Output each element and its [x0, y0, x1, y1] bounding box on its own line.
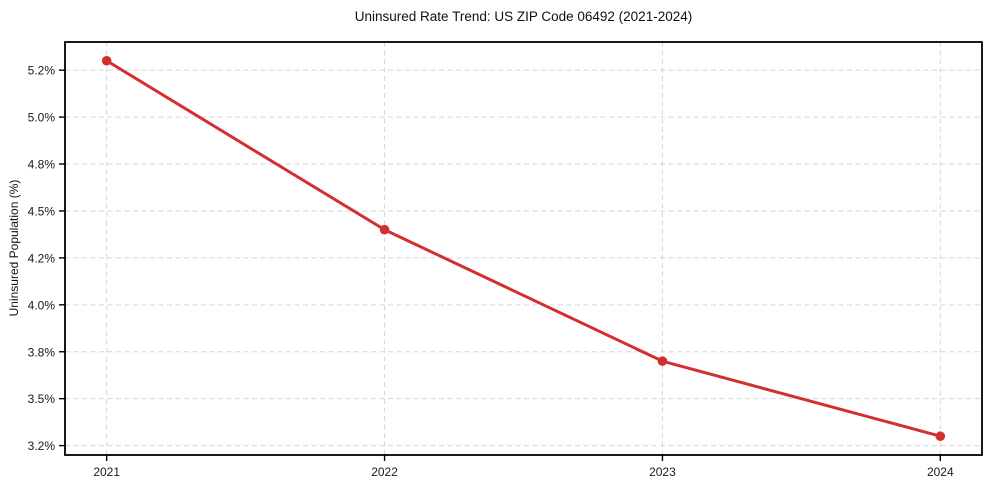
y-tick-label: 5.0% [28, 111, 56, 125]
plot-border [64, 41, 983, 456]
y-tick-label: 3.2% [28, 439, 56, 453]
data-point [101, 55, 112, 66]
y-tick-label: 4.0% [28, 298, 56, 312]
y-tick-label: 4.8% [28, 158, 56, 172]
data-point [379, 224, 390, 235]
x-tick-label: 2021 [93, 465, 120, 479]
y-tick-label: 3.8% [28, 345, 56, 359]
data-point [657, 356, 668, 366]
x-tick-label: 2023 [649, 465, 676, 479]
x-tick-label: 2024 [927, 465, 954, 479]
data-point [935, 431, 946, 442]
y-tick-label: 4.5% [28, 204, 56, 218]
y-tick-label: 4.2% [28, 251, 56, 265]
y-tick-label: 3.5% [28, 392, 56, 406]
x-tick-label: 2022 [371, 465, 398, 479]
chart-title: Uninsured Rate Trend: US ZIP Code 06492 … [354, 9, 693, 24]
y-tick-label: 5.2% [28, 64, 56, 78]
data-line [105, 59, 942, 438]
